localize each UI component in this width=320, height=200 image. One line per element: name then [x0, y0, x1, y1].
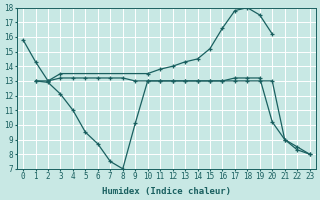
X-axis label: Humidex (Indice chaleur): Humidex (Indice chaleur) — [102, 187, 231, 196]
